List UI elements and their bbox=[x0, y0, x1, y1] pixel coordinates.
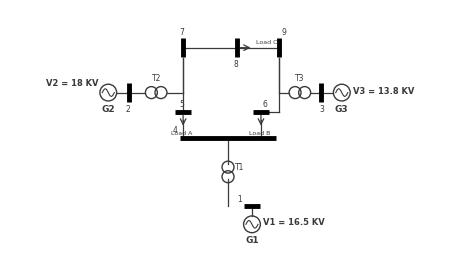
Text: T2: T2 bbox=[152, 74, 161, 83]
Text: 1: 1 bbox=[237, 195, 242, 204]
Text: 7: 7 bbox=[179, 28, 184, 37]
Text: G2: G2 bbox=[101, 104, 115, 114]
Text: V1 = 16.5 KV: V1 = 16.5 KV bbox=[264, 218, 325, 227]
Text: V2 = 18 KV: V2 = 18 KV bbox=[46, 79, 99, 87]
Text: 4: 4 bbox=[172, 126, 177, 135]
Text: 6: 6 bbox=[263, 100, 267, 109]
Text: Load C: Load C bbox=[255, 40, 277, 45]
Text: T3: T3 bbox=[295, 74, 305, 83]
Text: T1: T1 bbox=[235, 163, 244, 172]
Text: 8: 8 bbox=[233, 60, 238, 69]
Text: Load A: Load A bbox=[171, 131, 192, 136]
Text: 5: 5 bbox=[179, 100, 184, 109]
Text: Load B: Load B bbox=[249, 131, 270, 136]
Text: 2: 2 bbox=[125, 105, 130, 114]
Text: 3: 3 bbox=[320, 105, 325, 114]
Text: G3: G3 bbox=[335, 104, 348, 114]
Text: G1: G1 bbox=[245, 236, 259, 245]
Text: 9: 9 bbox=[281, 28, 286, 37]
Text: V3 = 13.8 KV: V3 = 13.8 KV bbox=[353, 87, 415, 96]
